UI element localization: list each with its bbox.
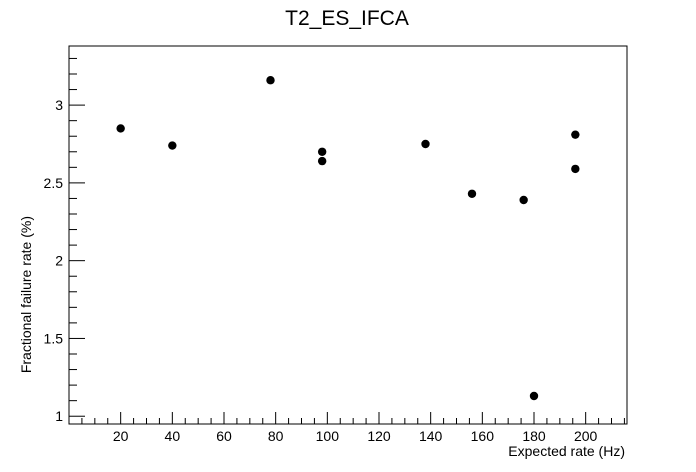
data-point: [519, 195, 528, 205]
x-tick-label: 180: [522, 428, 546, 444]
y-tick-label: 1.5: [44, 330, 64, 346]
x-tick-label: 40: [165, 428, 181, 444]
data-point: [317, 156, 327, 166]
y-tick-label: 2.5: [44, 175, 64, 191]
y-axis-title: Fractional failure rate (%): [18, 216, 34, 373]
data-point: [168, 141, 177, 150]
data-points: [116, 76, 580, 401]
x-tick-label: 120: [367, 428, 391, 444]
y-axis: 1 1.5 2 2.5 3: [44, 57, 85, 424]
x-tick-label: 100: [316, 428, 340, 444]
x-tick-label: 60: [216, 428, 232, 444]
data-point: [571, 164, 580, 174]
data-point: [317, 147, 327, 156]
x-axis-title: Expected rate (Hz): [508, 443, 625, 459]
plot-frame: [68, 45, 628, 425]
data-point: [529, 391, 539, 401]
x-tick-label: 20: [113, 428, 129, 444]
y-tick-label: 3: [55, 97, 63, 113]
chart-title: T2_ES_IFCA: [285, 7, 409, 30]
data-point: [266, 76, 275, 85]
x-tick-label: 80: [268, 428, 284, 444]
data-point: [467, 189, 477, 198]
data-point: [421, 139, 430, 149]
x-axis: 20 40 60 80 100 120 140 160 180 200: [68, 412, 625, 444]
x-tick-label: 200: [574, 428, 598, 444]
data-point: [116, 124, 125, 133]
data-point: [571, 130, 580, 139]
x-tick-label: 140: [419, 428, 443, 444]
x-tick-label: 160: [471, 428, 495, 444]
y-tick-label: 1: [55, 408, 63, 424]
y-tick-label: 2: [55, 253, 63, 269]
